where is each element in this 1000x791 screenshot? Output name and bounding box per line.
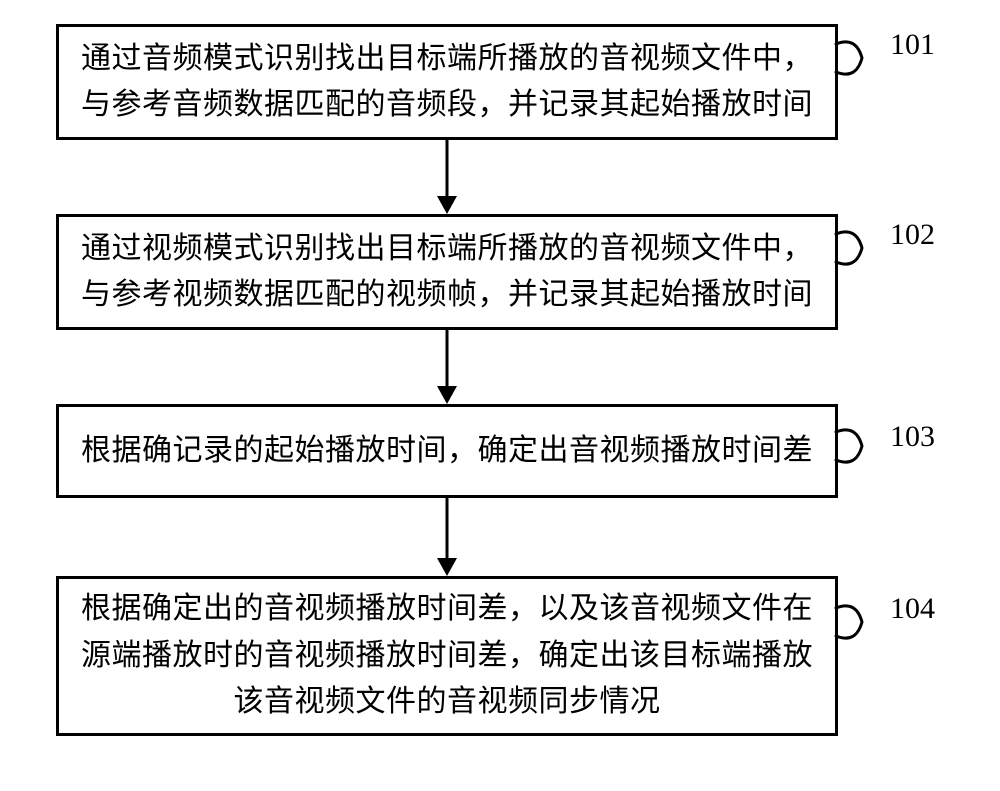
step-label-103: 103 [890,420,935,454]
arrow-head-icon [437,558,457,576]
arrow-line [446,140,449,196]
arrow-head-icon [437,386,457,404]
flowchart-canvas: 通过音频模式识别找出目标端所播放的音视频文件中， 与参考音频数据匹配的音频段，并… [0,0,1000,791]
step-text-104: 根据确定出的音视频播放时间差，以及该音视频文件在 源端播放时的音视频播放时间差，… [81,586,813,726]
step-text-102: 通过视频模式识别找出目标端所播放的音视频文件中， 与参考视频数据匹配的视频帧，并… [81,226,813,319]
step-label-102: 102 [890,218,935,252]
arrow-head-icon [437,196,457,214]
label-connector-101 [832,36,876,80]
step-box-104: 根据确定出的音视频播放时间差，以及该音视频文件在 源端播放时的音视频播放时间差，… [56,576,838,736]
step-text-103: 根据确记录的起始播放时间，确定出音视频播放时间差 [81,428,813,475]
step-box-103: 根据确记录的起始播放时间，确定出音视频播放时间差 [56,404,838,498]
step-box-101: 通过音频模式识别找出目标端所播放的音视频文件中， 与参考音频数据匹配的音频段，并… [56,24,838,140]
label-connector-102 [832,226,876,270]
step-label-101: 101 [890,28,935,62]
label-connector-103 [832,424,876,468]
step-text-101: 通过音频模式识别找出目标端所播放的音视频文件中， 与参考音频数据匹配的音频段，并… [81,36,813,129]
arrow-line [446,498,449,558]
step-label-104: 104 [890,592,935,626]
arrow-line [446,330,449,386]
step-box-102: 通过视频模式识别找出目标端所播放的音视频文件中， 与参考视频数据匹配的视频帧，并… [56,214,838,330]
label-connector-104 [832,600,876,644]
